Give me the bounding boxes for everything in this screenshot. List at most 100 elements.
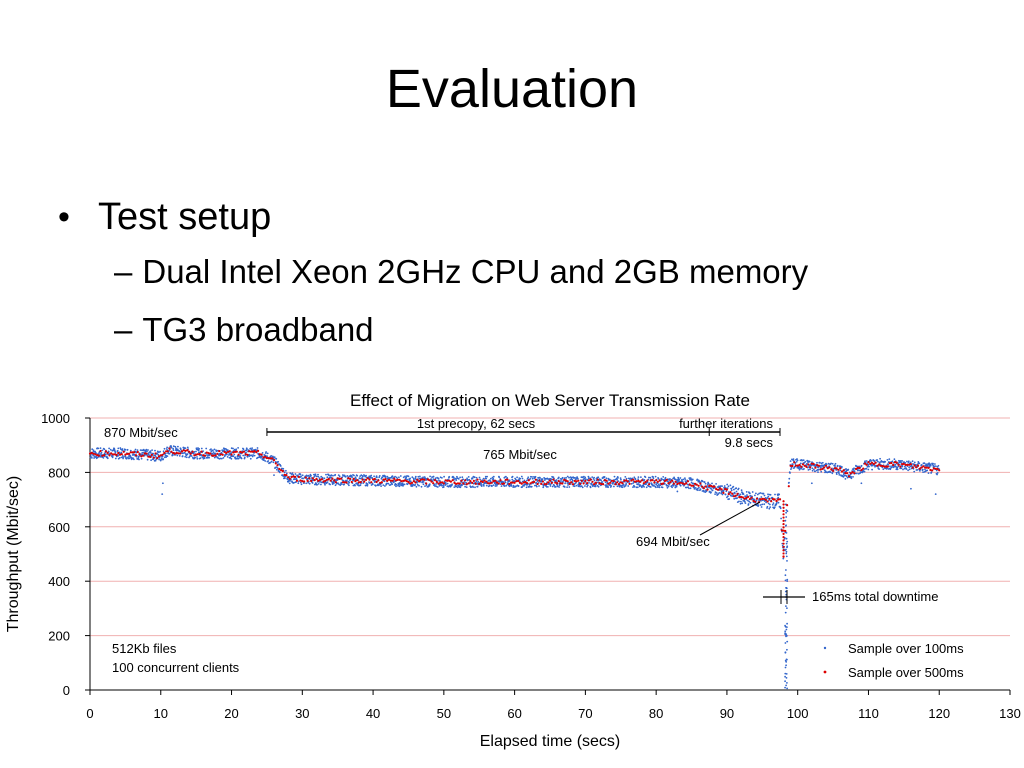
sample-100ms-point (756, 493, 759, 496)
sample-100ms-point (606, 481, 609, 484)
sample-100ms-point (361, 477, 363, 479)
sample-100ms-point (784, 666, 787, 669)
sample-500ms-point (847, 475, 851, 478)
sample-100ms-point (273, 456, 276, 458)
sample-500ms-point (704, 485, 707, 488)
sample-100ms-point (112, 455, 114, 457)
sample-100ms-point (517, 485, 520, 487)
sample-100ms-point (184, 455, 187, 458)
y-tick-label: 200 (48, 629, 70, 644)
sample-500ms-point (467, 482, 470, 485)
sample-100ms-point (389, 484, 392, 486)
sample-500ms-point (915, 466, 918, 469)
sample-500ms-point (540, 482, 543, 485)
sample-100ms-point (653, 484, 655, 487)
sample-500ms-point (290, 475, 293, 479)
sample-100ms-point (765, 501, 767, 504)
sample-500ms-point (175, 451, 178, 454)
sample-500ms-point (782, 503, 785, 506)
sample-500ms-point (890, 461, 893, 465)
sample-100ms-point (785, 661, 788, 663)
sample-100ms-point (196, 457, 199, 460)
sample-100ms-point (730, 487, 733, 490)
sample-500ms-point (241, 451, 244, 454)
x-axis-label: Elapsed time (secs) (480, 733, 621, 750)
sample-500ms-point (513, 481, 516, 484)
sample-100ms-point (470, 486, 473, 488)
sample-500ms-point (782, 529, 785, 532)
sample-500ms-point (131, 451, 134, 454)
sample-100ms-point (907, 460, 910, 463)
sample-100ms-point (521, 477, 524, 480)
sample-500ms-point (499, 479, 502, 482)
sample-100ms-point (316, 483, 318, 486)
sample-100ms-point (256, 447, 259, 449)
annotation-late-rate: 694 Mbit/sec (636, 534, 710, 549)
sample-100ms-point (346, 480, 348, 482)
sample-100ms-point (93, 457, 95, 459)
sample-500ms-point (640, 479, 644, 482)
sample-100ms-point (200, 454, 203, 457)
sample-500ms-point (924, 466, 927, 469)
sample-100ms-point (922, 471, 924, 473)
sample-100ms-point (901, 465, 904, 468)
sample-100ms-point (366, 484, 369, 487)
sample-100ms-point (317, 483, 320, 485)
sample-100ms-point (323, 477, 326, 480)
sample-100ms-point (785, 628, 788, 631)
sample-100ms-point (355, 477, 357, 480)
sample-100ms-point (742, 493, 745, 495)
sample-500ms-point (623, 479, 626, 482)
sample-500ms-point (729, 491, 732, 494)
sample-100ms-point (327, 474, 330, 477)
sample-500ms-point (520, 482, 523, 485)
sample-500ms-point (828, 466, 831, 469)
sample-100ms-point (365, 474, 367, 477)
sample-100ms-point (120, 456, 123, 459)
sample-100ms-point (645, 486, 648, 489)
sample-500ms-point (506, 478, 509, 481)
sample-500ms-point (368, 478, 371, 481)
sample-100ms-point (172, 445, 175, 448)
sample-100ms-point (796, 459, 799, 462)
sample-500ms-point (782, 506, 785, 509)
sample-100ms-point (621, 486, 624, 489)
sample-100ms-point (235, 448, 238, 451)
sample-500ms-point (918, 467, 921, 470)
sample-100ms-point (480, 485, 483, 487)
sample-500ms-point (683, 483, 686, 486)
sample-100ms-point (302, 477, 304, 480)
sample-100ms-point (791, 458, 793, 461)
sample-500ms-point (127, 452, 130, 455)
sample-100ms-point (735, 490, 738, 493)
sample-100ms-point (146, 450, 148, 453)
sample-500ms-point (856, 466, 859, 469)
sample-100ms-point (480, 482, 482, 485)
sample-100ms-point (340, 481, 343, 484)
sample-500ms-point (793, 461, 796, 464)
sample-500ms-point (308, 477, 311, 480)
sample-100ms-point (285, 469, 287, 472)
sample-100ms-point (425, 484, 428, 486)
sample-100ms-point (422, 481, 425, 483)
sample-100ms-point (785, 633, 788, 635)
sample-100ms-point (179, 448, 182, 451)
sample-100ms-point (185, 456, 188, 459)
sample-500ms-point (789, 464, 792, 467)
sample-100ms-point (392, 481, 395, 484)
sample-500ms-point (639, 480, 642, 483)
sample-100ms-point (348, 481, 351, 484)
sample-100ms-point (549, 485, 552, 487)
sample-100ms-point (710, 488, 713, 490)
sample-500ms-point (251, 450, 254, 453)
sample-100ms-point (116, 449, 119, 452)
sample-100ms-point (927, 465, 929, 467)
sample-100ms-point (732, 485, 735, 488)
sample-500ms-point (274, 462, 277, 465)
sample-100ms-point (298, 480, 300, 483)
annotation-precopy: 1st precopy, 62 secs (417, 416, 536, 431)
sample-500ms-point (886, 465, 890, 468)
sample-100ms-point (785, 524, 787, 527)
sample-100ms-point (835, 473, 838, 475)
sample-100ms-point (348, 484, 350, 487)
